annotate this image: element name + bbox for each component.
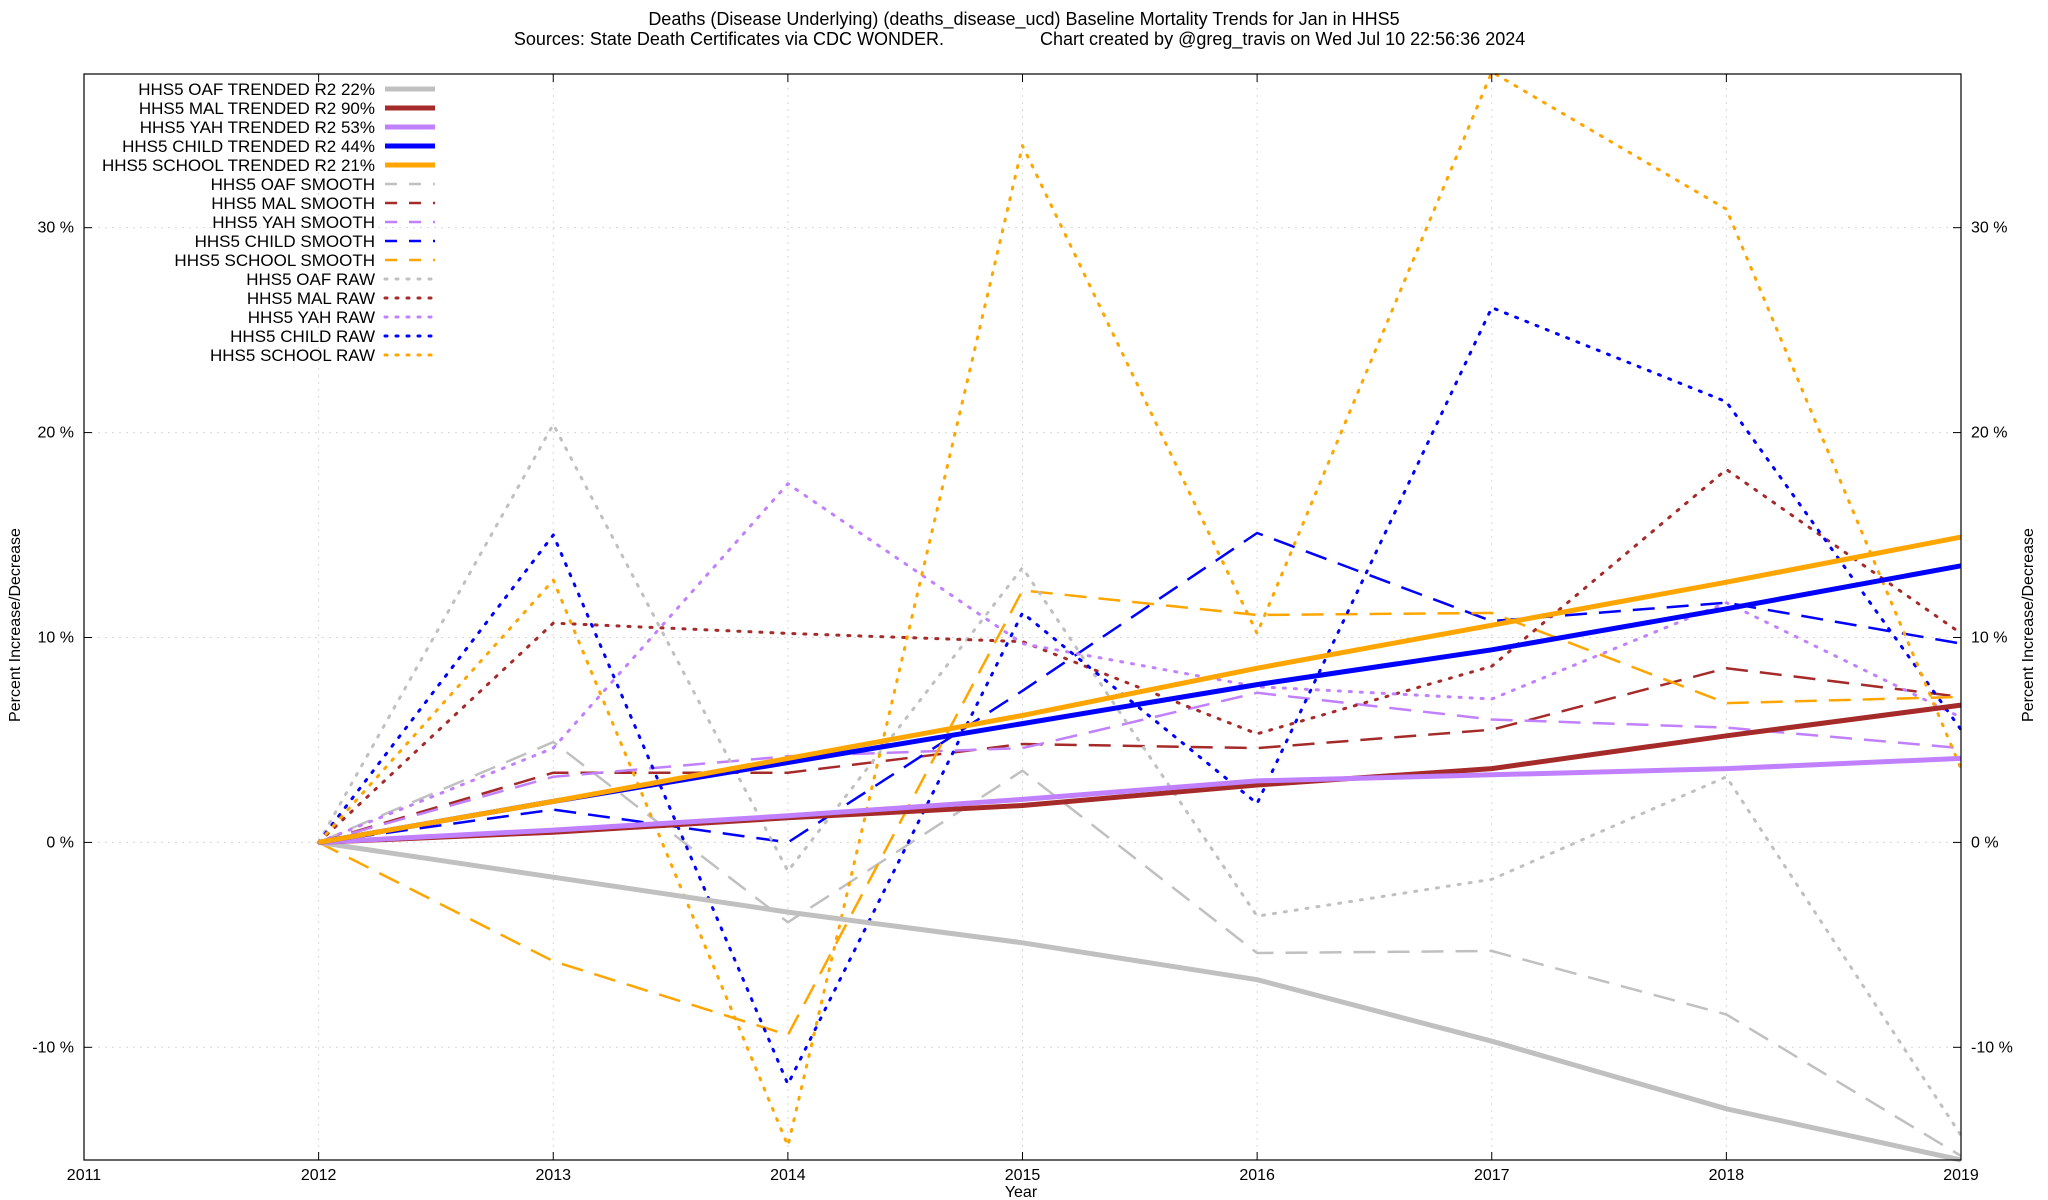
legend-label: HHS5 CHILD RAW (230, 327, 375, 346)
legend-label: HHS5 CHILD SMOOTH (195, 232, 375, 251)
legend-label: HHS5 YAH SMOOTH (212, 213, 375, 232)
legend-label: HHS5 SCHOOL RAW (210, 346, 375, 365)
y-axis-label-right: Percent Increase/Decrease (2020, 528, 2037, 722)
x-tick-label: 2016 (1239, 1167, 1275, 1184)
legend: HHS5 OAF TRENDED R2 22%HHS5 MAL TRENDED … (102, 80, 437, 365)
series-line-hhs5-oaf-smooth (318, 740, 1962, 1157)
x-tick-label: 2012 (301, 1167, 337, 1184)
y-tick-label-right: 10 % (1971, 629, 2007, 646)
y-tick-label-right: -10 % (1971, 1039, 2013, 1056)
chart-title: Deaths (Disease Underlying) (deaths_dise… (514, 9, 1525, 50)
legend-label: HHS5 SCHOOL TRENDED R2 21% (102, 156, 375, 175)
y-tick-label-left: 30 % (38, 220, 74, 237)
x-tick-label: 2018 (1709, 1167, 1745, 1184)
legend-label: HHS5 OAF RAW (246, 270, 375, 289)
series-line-hhs5-child-smooth (318, 531, 1962, 844)
legend-label: HHS5 OAF SMOOTH (211, 175, 375, 194)
series-line-hhs5-yah-smooth (318, 691, 1962, 844)
series-line-hhs5-school-trended-r2-21 (318, 534, 1962, 845)
legend-label: HHS5 MAL RAW (247, 289, 375, 308)
y-axis-label-left: Percent Increase/Decrease (7, 528, 24, 722)
series-line-hhs5-child-raw (317, 306, 1963, 1086)
legend-label: HHS5 MAL TRENDED R2 90% (139, 99, 375, 118)
legend-label: HHS5 YAH RAW (248, 308, 375, 327)
series-line-hhs5-oaf-trended-r2-22 (318, 839, 1962, 1163)
series-line-hhs5-yah-trended-r2-53 (318, 755, 1962, 845)
series-line-hhs5-oaf-raw (317, 422, 1963, 1137)
series-line-hhs5-yah-raw (317, 482, 1963, 844)
chart-title-line: Deaths (Disease Underlying) (deaths_dise… (648, 9, 1399, 30)
series-line-hhs5-mal-raw (317, 468, 1963, 844)
axis-ticks: 2011 2012 2013 2014 2015 2016 2017 2018 2019 -10 … (32, 74, 2013, 1184)
x-tick-label: 2017 (1474, 1167, 1510, 1184)
y-tick-label-left: 0 % (46, 834, 74, 851)
x-tick-label: 2014 (770, 1167, 806, 1184)
x-tick-label: 2011 (67, 1167, 102, 1184)
y-tick-label-left: -10 % (32, 1039, 74, 1056)
y-tick-label-right: 20 % (1971, 425, 2007, 442)
y-tick-label-right: 30 % (1971, 220, 2007, 237)
y-tick-label-right: 0 % (1971, 834, 1999, 851)
legend-label: HHS5 YAH TRENDED R2 53% (140, 118, 375, 137)
grid (83, 74, 1962, 1160)
series-lines (317, 70, 1963, 1163)
chart-credit-line: Chart created by @greg_travis on Wed Jul… (1040, 29, 1525, 50)
y-tick-label-left: 10 % (38, 629, 74, 646)
x-axis-label: Year (1005, 1184, 1038, 1200)
series-line-hhs5-school-smooth (318, 589, 1962, 1037)
x-tick-label: 2013 (535, 1167, 571, 1184)
legend-label: HHS5 CHILD TRENDED R2 44% (122, 137, 375, 156)
series-line-hhs5-school-raw (317, 70, 1963, 1148)
legend-label: HHS5 SCHOOL SMOOTH (174, 251, 375, 270)
x-tick-label: 2019 (1943, 1167, 1979, 1184)
x-tick-label: 2015 (1005, 1167, 1041, 1184)
legend-label: HHS5 OAF TRENDED R2 22% (138, 80, 375, 99)
y-tick-label-left: 20 % (38, 425, 74, 442)
chart-source-line: Sources: State Death Certificates via CD… (514, 29, 944, 49)
legend-label: HHS5 MAL SMOOTH (211, 194, 375, 213)
